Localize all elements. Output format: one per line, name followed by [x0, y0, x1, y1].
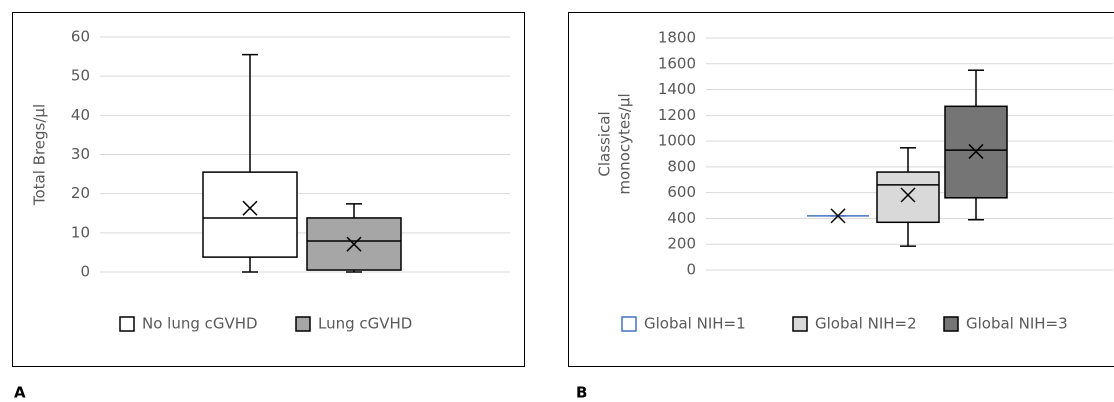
y-tick-label: 600: [667, 183, 696, 201]
legend-swatch: [792, 316, 808, 332]
y-tick-label: 0: [686, 261, 696, 279]
legend-label: Global NIH=3: [966, 315, 1068, 333]
legend-label: No lung cGVHD: [142, 315, 258, 333]
legend-swatch: [119, 316, 135, 332]
box: [876, 171, 940, 224]
legend-label: Lung cGVHD: [318, 315, 412, 333]
y-tick-label: 30: [71, 145, 90, 163]
legend-swatch: [295, 316, 311, 332]
y-tick-label: 1000: [658, 132, 696, 150]
mean-marker: [346, 236, 362, 252]
box: [202, 171, 298, 258]
y-tick-label: 1400: [658, 80, 696, 98]
y-tick-label: 200: [667, 235, 696, 253]
y-tick-label: 20: [71, 184, 90, 202]
y-tick-label: 50: [71, 67, 90, 85]
y-tick-label: 40: [71, 106, 90, 124]
y-axis-title: monocytes/µl: [616, 93, 634, 194]
legend-label: Global NIH=1: [644, 315, 746, 333]
mean-marker: [242, 200, 258, 216]
y-axis-title: Classical: [596, 111, 614, 176]
legend-swatch: [621, 316, 637, 332]
chart-frame: [568, 12, 1114, 367]
mean-marker: [968, 143, 984, 159]
mean-marker: [900, 187, 916, 203]
panel-label: B: [576, 384, 587, 402]
mean-marker: [830, 208, 846, 224]
panel-label: A: [14, 384, 26, 402]
y-tick-label: 1600: [658, 54, 696, 72]
y-tick-label: 1200: [658, 106, 696, 124]
legend-swatch: [943, 316, 959, 332]
y-tick-label: 0: [80, 263, 90, 281]
y-axis-title: Total Bregs/µl: [31, 104, 49, 206]
y-tick-label: 1800: [658, 29, 696, 47]
y-tick-label: 800: [667, 157, 696, 175]
legend-label: Global NIH=2: [815, 315, 917, 333]
y-tick-label: 400: [667, 209, 696, 227]
y-tick-label: 10: [71, 223, 90, 241]
y-tick-label: 60: [71, 28, 90, 46]
